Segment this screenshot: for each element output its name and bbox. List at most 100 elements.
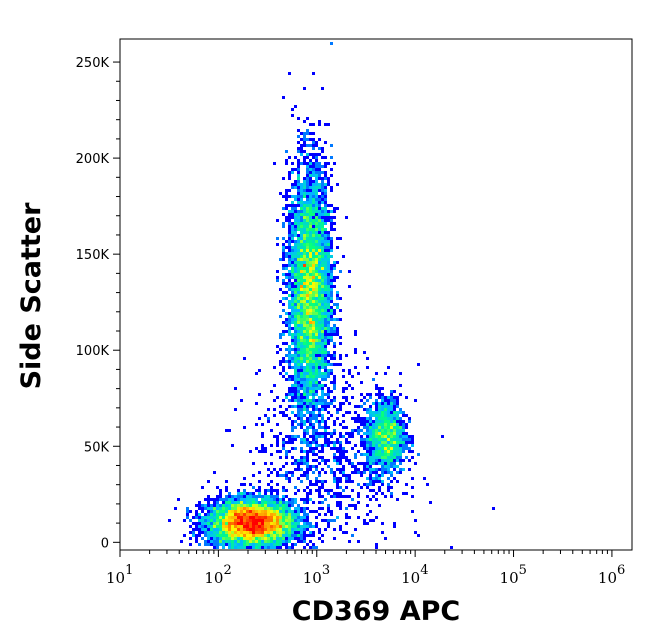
density-cell	[309, 210, 312, 213]
density-cell	[354, 471, 357, 474]
density-cell	[393, 408, 396, 411]
density-cell	[276, 543, 279, 546]
density-cell	[300, 399, 303, 402]
density-cell	[300, 291, 303, 294]
density-cell	[396, 411, 399, 414]
density-cell	[441, 435, 444, 438]
density-cell	[315, 444, 318, 447]
density-cell	[318, 294, 321, 297]
density-cell	[324, 270, 327, 273]
density-cell	[297, 522, 300, 525]
density-cell	[315, 279, 318, 282]
density-cell	[393, 450, 396, 453]
density-cell	[273, 522, 276, 525]
density-cell	[333, 324, 336, 327]
density-cell	[297, 135, 300, 138]
density-cell	[393, 438, 396, 441]
density-cell	[330, 204, 333, 207]
density-cell	[324, 399, 327, 402]
density-cell	[321, 495, 324, 498]
density-cell	[369, 519, 372, 522]
density-cell	[300, 357, 303, 360]
density-cell	[237, 504, 240, 507]
density-cell	[312, 429, 315, 432]
density-cell	[216, 507, 219, 510]
density-cell	[315, 162, 318, 165]
density-cell	[327, 243, 330, 246]
density-cell	[297, 234, 300, 237]
density-cell	[321, 273, 324, 276]
density-cell	[372, 414, 375, 417]
density-cell	[327, 504, 330, 507]
density-cell	[402, 432, 405, 435]
density-cell	[252, 522, 255, 525]
density-cell	[318, 486, 321, 489]
density-cell	[408, 468, 411, 471]
density-cell	[321, 285, 324, 288]
density-cell	[387, 450, 390, 453]
density-cell	[285, 246, 288, 249]
density-cell	[336, 417, 339, 420]
density-cell	[318, 306, 321, 309]
density-cell	[225, 522, 228, 525]
density-cell	[225, 534, 228, 537]
density-cell	[384, 465, 387, 468]
density-cell	[225, 489, 228, 492]
density-cell	[291, 246, 294, 249]
density-cell	[273, 510, 276, 513]
density-cell	[216, 513, 219, 516]
density-cell	[300, 294, 303, 297]
density-cell	[348, 459, 351, 462]
density-cell	[198, 522, 201, 525]
density-cell	[315, 240, 318, 243]
density-cell	[318, 267, 321, 270]
density-cell	[306, 165, 309, 168]
density-cell	[318, 363, 321, 366]
density-cell	[333, 312, 336, 315]
density-cell	[321, 336, 324, 339]
density-cell	[321, 363, 324, 366]
density-cell	[315, 312, 318, 315]
density-cell	[327, 492, 330, 495]
density-cell	[333, 351, 336, 354]
density-cell	[306, 174, 309, 177]
density-cell	[321, 345, 324, 348]
density-cell	[279, 360, 282, 363]
density-cell	[309, 261, 312, 264]
density-cell	[291, 456, 294, 459]
density-cell	[405, 432, 408, 435]
density-cell	[366, 453, 369, 456]
density-cell	[294, 369, 297, 372]
x-tick-base: 10	[500, 569, 519, 587]
density-cell	[306, 210, 309, 213]
density-cell	[339, 492, 342, 495]
density-cell	[324, 231, 327, 234]
density-cell	[327, 315, 330, 318]
density-cell	[405, 483, 408, 486]
density-cell	[363, 438, 366, 441]
density-cell	[309, 435, 312, 438]
density-cell	[297, 393, 300, 396]
density-cell	[306, 474, 309, 477]
density-cell	[315, 432, 318, 435]
density-cell	[402, 459, 405, 462]
density-cell	[207, 519, 210, 522]
density-cell	[306, 357, 309, 360]
density-cell	[252, 513, 255, 516]
density-cell	[285, 393, 288, 396]
density-cell	[324, 357, 327, 360]
density-cell	[303, 255, 306, 258]
density-cell	[372, 402, 375, 405]
density-cell	[342, 468, 345, 471]
density-cell	[306, 522, 309, 525]
density-cell	[207, 531, 210, 534]
density-cell	[270, 486, 273, 489]
density-cell	[378, 459, 381, 462]
density-cell	[300, 417, 303, 420]
density-cell	[249, 504, 252, 507]
density-cell	[270, 534, 273, 537]
density-cell	[294, 318, 297, 321]
density-cell	[360, 393, 363, 396]
density-cell	[315, 243, 318, 246]
density-cell	[294, 297, 297, 300]
